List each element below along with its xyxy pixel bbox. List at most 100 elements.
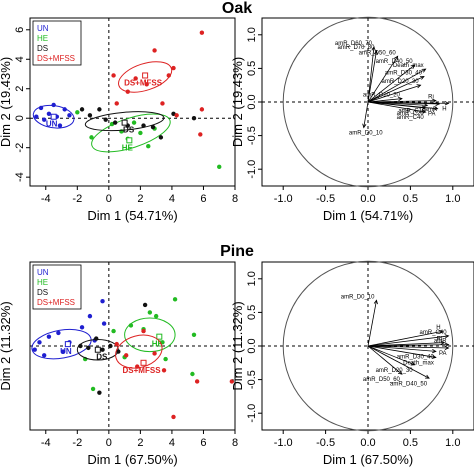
oak-var-arrow-head <box>373 50 378 55</box>
pine-var-x-tick-label: -1.0 <box>274 437 293 449</box>
pine-series-he: HE <box>82 297 197 392</box>
pine-var-arrow-line <box>367 345 449 349</box>
pine-var-arrow-head <box>444 342 450 347</box>
oak-var-arrow-line <box>367 98 402 103</box>
oak-point <box>46 111 52 116</box>
pine-point <box>46 334 52 339</box>
pine-var-vector: amR <box>367 339 450 347</box>
oak-var-x-tick-label: 0.0 <box>360 193 375 205</box>
oak-confidence-ellipse <box>91 113 171 153</box>
oak-var-y-tick-label: -0.5 <box>246 126 258 145</box>
oak-var-arrow-line <box>367 76 425 103</box>
oak-var-arrow-head <box>432 98 437 103</box>
pine-point <box>171 414 176 420</box>
pine-point <box>114 341 119 347</box>
oak-frame <box>29 17 236 187</box>
pine-point <box>87 313 93 319</box>
oak-point <box>131 120 137 125</box>
oak-var-x-tick-label: 0.5 <box>403 193 418 205</box>
pine-var-vector-label: PA <box>439 351 447 357</box>
oak-y-tick-label: 6 <box>14 27 26 33</box>
pine-centroid-label: DS <box>96 353 108 362</box>
pine-point <box>116 349 121 354</box>
pine-series-dsmfss: DS+MFSS <box>114 328 235 420</box>
oak-var-vector-label: amR <box>425 107 438 113</box>
oak-legend-entry: DS <box>37 44 48 53</box>
pine-var-x-axis-label: Dim 1 (67.50%) <box>323 452 413 467</box>
oak-var-vector: Death_max <box>367 63 427 103</box>
pine-var-arrow-line <box>367 345 436 358</box>
oak-point <box>158 135 164 140</box>
oak-variables-plot: -1.0 -0.5 0.0 0.5 1.0 -1.0 -0.5 0.0 0.5 1.0 Dim 1 … <box>230 16 474 223</box>
pine-point <box>100 347 105 352</box>
oak-point <box>152 48 157 53</box>
pine-point <box>111 328 116 334</box>
oak-var-vector: amR_D50_60 <box>359 50 399 103</box>
pine-var-arrow-head <box>440 340 446 345</box>
oak-y-axis-label: Dim 2 (19.43%) <box>0 57 13 147</box>
oak-var-arrow-line <box>367 84 421 103</box>
oak-var-arrow-head <box>421 105 427 110</box>
oak-var-vector: amR_D70_80 <box>337 45 378 103</box>
pine-var-vector-label: amR <box>434 339 447 345</box>
pine-var-arrow-head <box>444 345 450 351</box>
oak-point <box>144 82 149 87</box>
pine-var-arrow-line <box>367 335 449 347</box>
oak-var-arrow-line <box>367 46 375 103</box>
oak-var-x-axis-label: Dim 1 (54.71%) <box>323 208 413 223</box>
oak-point <box>171 65 176 71</box>
oak-legend-entry: UN <box>37 24 49 33</box>
oak-series-ds: DS <box>79 107 197 140</box>
oak-point <box>191 116 197 121</box>
oak-var-vector: amR_D40_50 <box>367 59 416 103</box>
pine-var-arrow-head <box>425 374 430 379</box>
oak-var-arrow-head <box>433 106 439 111</box>
pine-var-arrow-line <box>367 345 403 375</box>
pine-var-vector-label: Ri <box>437 337 443 343</box>
oak-var-vector-label: amR_D60_70 <box>335 41 373 47</box>
pine-var-arrow-line <box>367 345 436 352</box>
pine-x-tick-label: 4 <box>169 437 175 449</box>
pine-point <box>90 386 96 392</box>
oak-var-arrow-head <box>421 68 427 73</box>
oak-x-tick-label: -4 <box>41 193 51 205</box>
pine-var-arrow-head <box>444 334 450 339</box>
pine-point <box>108 343 113 349</box>
oak-centroid-marker <box>142 72 149 79</box>
oak-var-vector-label: amR_D50_60 <box>359 50 397 56</box>
oak-var-vector: amR_D0_10 <box>349 101 383 137</box>
oak-point <box>166 73 171 78</box>
pine-point <box>147 310 153 315</box>
pine-var-y-tick-label: 0.0 <box>246 338 258 353</box>
oak-point <box>79 107 85 112</box>
pine-var-arrow-line <box>367 330 443 347</box>
oak-individuals-plot: -4 -2 0 2 4 6 8 -4 -2 0 2 4 6 Dim 1 (54.71%) Dim 2 (19… <box>0 17 238 223</box>
oak-var-vector: amR_C40 <box>367 101 427 121</box>
pine-x-tick-label: 6 <box>200 437 206 449</box>
oak-var-vector-label: H <box>442 106 446 112</box>
oak-confidence-ellipse <box>84 111 165 132</box>
oak-point <box>87 113 93 118</box>
oak-x-tick-label: 8 <box>232 193 238 205</box>
oak-y-tick-label: 4 <box>14 56 26 62</box>
oak-var-unit-circle <box>282 16 454 188</box>
pine-confidence-ellipse <box>115 334 163 369</box>
pine-var-vector: Death_max <box>367 345 437 366</box>
oak-var-arrow-line <box>367 100 436 103</box>
pine-point <box>161 368 167 373</box>
pine-point <box>86 345 91 351</box>
pine-var-vector-label: Death_max <box>403 360 434 366</box>
oak-var-vector-label: Ri <box>428 95 434 101</box>
oak-point <box>103 117 108 122</box>
pine-point <box>100 299 105 304</box>
oak-var-x-tick-label: -1.0 <box>274 193 293 205</box>
oak-title: Oak <box>222 0 252 17</box>
pine-point <box>79 325 85 330</box>
pine-var-y-tick-label: 0.5 <box>246 305 258 320</box>
pine-confidence-ellipse <box>31 328 92 360</box>
pine-var-y-tick-label: -1.0 <box>246 404 258 423</box>
oak-point <box>217 164 222 170</box>
pine-var-arrow-head <box>431 349 437 354</box>
pine-point <box>56 330 61 336</box>
